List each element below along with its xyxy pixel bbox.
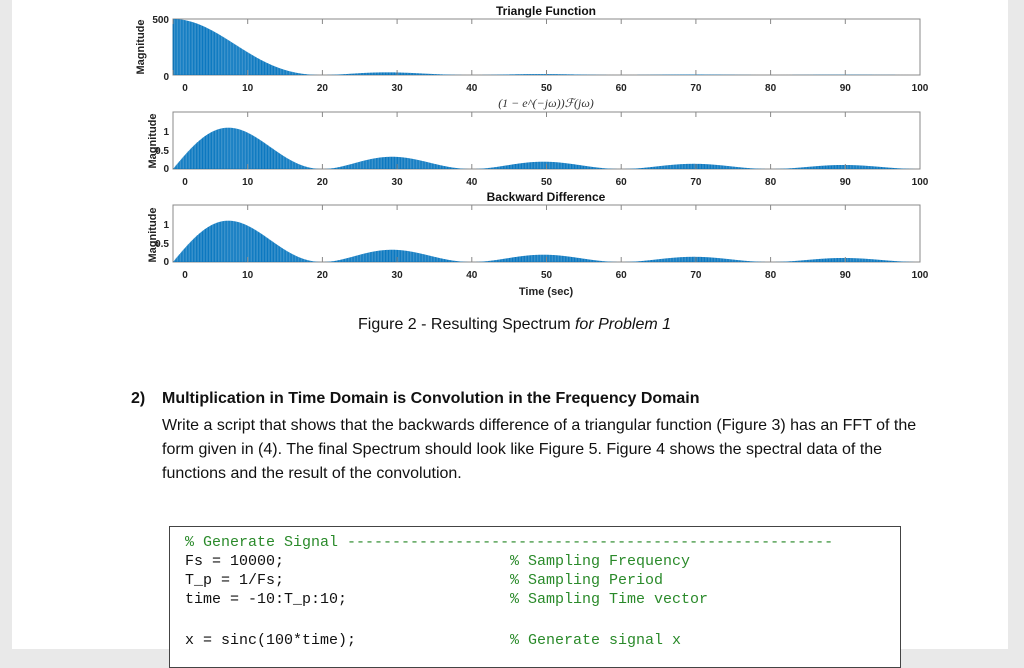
spectrum-figure: Triangle Function Magnitude 500 0 0 10 20 3… — [135, 4, 929, 298]
x-tick-label: 80 — [765, 83, 777, 94]
code-comment-2: % Sampling Period — [510, 572, 664, 589]
code-line-3: time = -10:T_p:10; — [185, 591, 348, 608]
question-body: Write a script that shows that the backw… — [162, 417, 917, 482]
document-page: Triangle Function Magnitude 500 0 0 10 20 3… — [12, 0, 1008, 668]
x-tick-label: 60 — [616, 177, 628, 188]
x-tick-label: 50 — [541, 83, 553, 94]
x-tick-label: 30 — [392, 270, 404, 281]
x-tick-label: 50 — [541, 177, 553, 188]
subplot-3-stems — [173, 220, 920, 262]
code-line-2: T_p = 1/Fs; — [185, 572, 285, 589]
subplot-3-title: Backward Difference — [487, 190, 606, 204]
question-title: Multiplication in Time Domain is Convolu… — [162, 390, 700, 407]
subplot-3-ytick-1: 1 — [163, 220, 169, 231]
x-tick-label: 70 — [690, 83, 702, 94]
x-tick-label: 30 — [392, 177, 404, 188]
x-tick-label: 90 — [840, 177, 852, 188]
x-tick-label: 0 — [182, 83, 188, 94]
subplot-1-xticks: 0 10 20 30 40 50 60 70 80 90 100 — [172, 19, 929, 94]
code-line-4: x = sinc(100*time); — [185, 632, 357, 649]
subplot-2-ylabel: Magnitude — [147, 114, 159, 169]
code-comment-4: % Generate signal x — [510, 632, 682, 649]
code-block: % Generate Signal ----------------------… — [169, 526, 901, 668]
x-tick-label: 100 — [912, 177, 929, 188]
subplot-3-xticks: 0 10 20 30 40 50 60 70 80 90 100 — [172, 205, 929, 281]
subplot-3-xlabel: Time (sec) — [519, 286, 574, 298]
x-tick-label: 0 — [182, 177, 188, 188]
caption-main: Figure 2 - Resulting Spectrum — [358, 316, 575, 333]
subplot-3-ylabel: Magnitude — [147, 208, 159, 263]
subplot-1-stems — [172, 19, 920, 75]
subplot-2-ytick-1: 1 — [163, 127, 169, 138]
x-tick-label: 20 — [317, 83, 329, 94]
x-tick-label: 60 — [616, 270, 628, 281]
subplot-2-ytick-0-5: 0.5 — [155, 146, 169, 157]
x-tick-label: 100 — [912, 270, 929, 281]
subplot-3-ytick-0: 0 — [163, 257, 169, 268]
x-tick-label: 100 — [912, 83, 929, 94]
x-tick-label: 10 — [242, 83, 254, 94]
x-tick-label: 90 — [840, 83, 852, 94]
x-tick-label: 70 — [690, 177, 702, 188]
subplot-1-ytick-0: 0 — [163, 72, 169, 83]
subplot-2-xticks: 0 10 20 30 40 50 60 70 80 90 100 — [172, 112, 929, 188]
x-tick-label: 10 — [242, 270, 254, 281]
x-tick-label: 40 — [466, 270, 478, 281]
x-tick-label: 20 — [317, 177, 329, 188]
subplot-2-stems — [173, 127, 920, 169]
question-number: 2) — [131, 390, 146, 407]
x-tick-label: 50 — [541, 270, 553, 281]
x-tick-label: 60 — [616, 83, 628, 94]
code-comment-1: % Sampling Frequency — [510, 553, 691, 570]
subplot-1-axes — [172, 18, 921, 76]
subplot-3-ytick-0-5: 0.5 — [155, 239, 169, 250]
x-tick-label: 80 — [765, 177, 777, 188]
code-comment-3: % Sampling Time vector — [510, 591, 709, 608]
subplot-1-title: Triangle Function — [496, 4, 596, 18]
subplot-2-title-math: (1 − e^(−jω))ℱ(jω) — [498, 96, 594, 110]
subplot-2-ytick-0: 0 — [163, 164, 169, 175]
code-header: % Generate Signal ----------------------… — [185, 534, 834, 551]
x-tick-label: 40 — [466, 83, 478, 94]
x-tick-label: 30 — [392, 83, 404, 94]
x-tick-label: 80 — [765, 270, 777, 281]
subplot-1-ytick-500: 500 — [152, 15, 169, 26]
x-tick-label: 0 — [182, 270, 188, 281]
x-tick-label: 40 — [466, 177, 478, 188]
figure-caption: Figure 2 - Resulting Spectrum for Proble… — [358, 316, 671, 334]
x-tick-label: 90 — [840, 270, 852, 281]
x-tick-label: 70 — [690, 270, 702, 281]
code-line-1: Fs = 10000; — [185, 553, 285, 570]
x-tick-label: 20 — [317, 270, 329, 281]
caption-italic: for Problem 1 — [574, 316, 672, 333]
x-tick-label: 10 — [242, 177, 254, 188]
subplot-1-ylabel: Magnitude — [135, 20, 147, 75]
